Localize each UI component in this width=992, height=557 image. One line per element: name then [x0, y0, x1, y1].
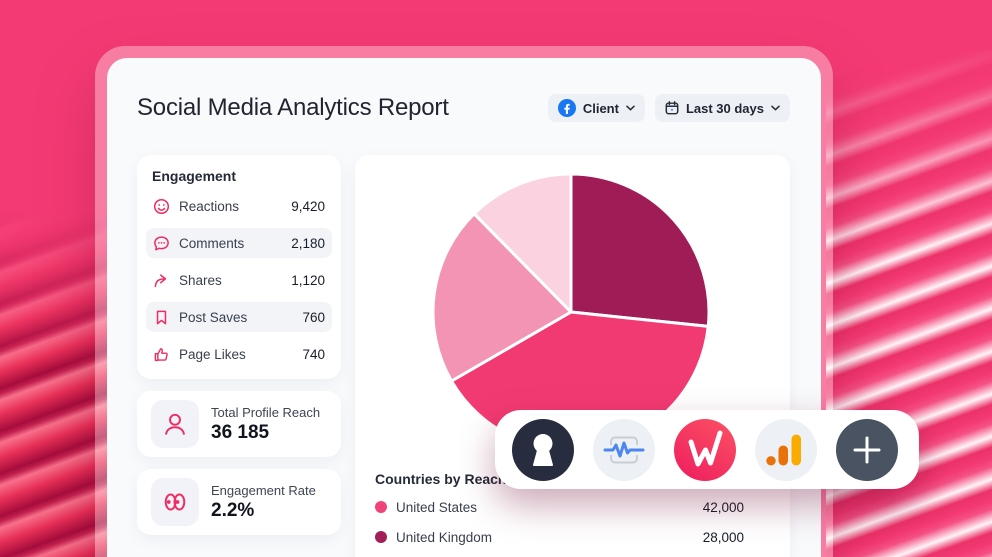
share-icon [154, 273, 167, 287]
header-controls: Client Last 30 days [547, 94, 790, 122]
google-analytics-icon [766, 434, 801, 465]
legend-dot [375, 531, 387, 543]
legend-row-united-states: United States 42,000 [369, 495, 776, 519]
engagement-panel: Engagement Reactions 9,420 Comments 2,18… [137, 155, 341, 379]
chevron-down-icon [626, 105, 635, 111]
eyes-icon [151, 478, 199, 526]
metric-label: Reactions [179, 198, 240, 214]
countries-title: Countries by Reach [375, 471, 507, 487]
chevron-down-icon [771, 105, 780, 111]
metric-label: Page Likes [179, 346, 246, 362]
keyhole-icon [533, 433, 553, 466]
legend-label: United Kingdom [396, 529, 493, 545]
metric-label: Comments [179, 235, 245, 251]
legend-row-united-kingdom: United Kingdom 28,000 [369, 525, 776, 549]
person-icon [151, 400, 199, 448]
engagement-row-page-likes: Page Likes 740 [146, 339, 332, 369]
engagement-rate-card: Engagement Rate 2.2% [137, 469, 341, 535]
pie-slice [431, 212, 573, 383]
smiley-icon [153, 198, 170, 214]
calendar-icon [665, 101, 679, 115]
metric-value: 760 [302, 309, 325, 325]
facebook-icon [557, 99, 576, 117]
pulse-monitor-button[interactable] [593, 418, 655, 481]
metric-value: 9,420 [291, 198, 325, 214]
stat-value: 36 185 [211, 421, 270, 443]
keyhole-logo-button[interactable] [512, 418, 574, 481]
pie-slice [569, 172, 711, 328]
google-analytics-button[interactable] [755, 418, 817, 481]
pulse-icon [603, 436, 645, 463]
bookmark-icon [156, 310, 167, 324]
thumbs-up-icon [154, 347, 168, 361]
whatagraph-w-icon [688, 430, 723, 466]
metric-value: 1,120 [291, 272, 325, 288]
engagement-row-reactions: Reactions 9,420 [146, 191, 332, 221]
engagement-row-shares: Shares 1,120 [146, 265, 332, 295]
engagement-title: Engagement [152, 168, 237, 184]
stat-label: Engagement Rate [211, 482, 316, 498]
client-dropdown-label: Client [582, 100, 619, 116]
client-dropdown[interactable]: Client [547, 94, 645, 122]
date-range-label: Last 30 days [685, 100, 764, 116]
metric-value: 2,180 [291, 235, 325, 251]
stat-label: Total Profile Reach [211, 404, 321, 420]
pie-slice [472, 172, 573, 314]
report-header: Social Media Analytics Report Client Las… [137, 94, 790, 122]
comment-icon [154, 235, 169, 250]
page-title: Social Media Analytics Report [137, 94, 449, 121]
add-integration-button[interactable] [836, 418, 898, 481]
metric-value: 740 [302, 346, 325, 362]
date-range-dropdown[interactable]: Last 30 days [654, 94, 790, 122]
countries-chart-panel: Countries by Reach United States 42,000 … [355, 155, 790, 557]
metric-label: Post Saves [179, 309, 248, 325]
plus-icon [853, 436, 881, 463]
legend-label: United States [396, 499, 478, 515]
whatagraph-logo-button[interactable] [674, 418, 736, 481]
engagement-row-post-saves: Post Saves 760 [146, 302, 332, 332]
legend-value: 28,000 [702, 529, 744, 545]
legend-dot [375, 501, 387, 513]
total-profile-reach-card: Total Profile Reach 36 185 [137, 391, 341, 457]
stat-value: 2.2% [211, 499, 255, 521]
integrations-toolbar [495, 410, 919, 489]
background-stripes-left [0, 195, 120, 557]
legend-value: 42,000 [702, 499, 744, 515]
metric-label: Shares [179, 272, 222, 288]
engagement-row-comments: Comments 2,180 [146, 228, 332, 258]
